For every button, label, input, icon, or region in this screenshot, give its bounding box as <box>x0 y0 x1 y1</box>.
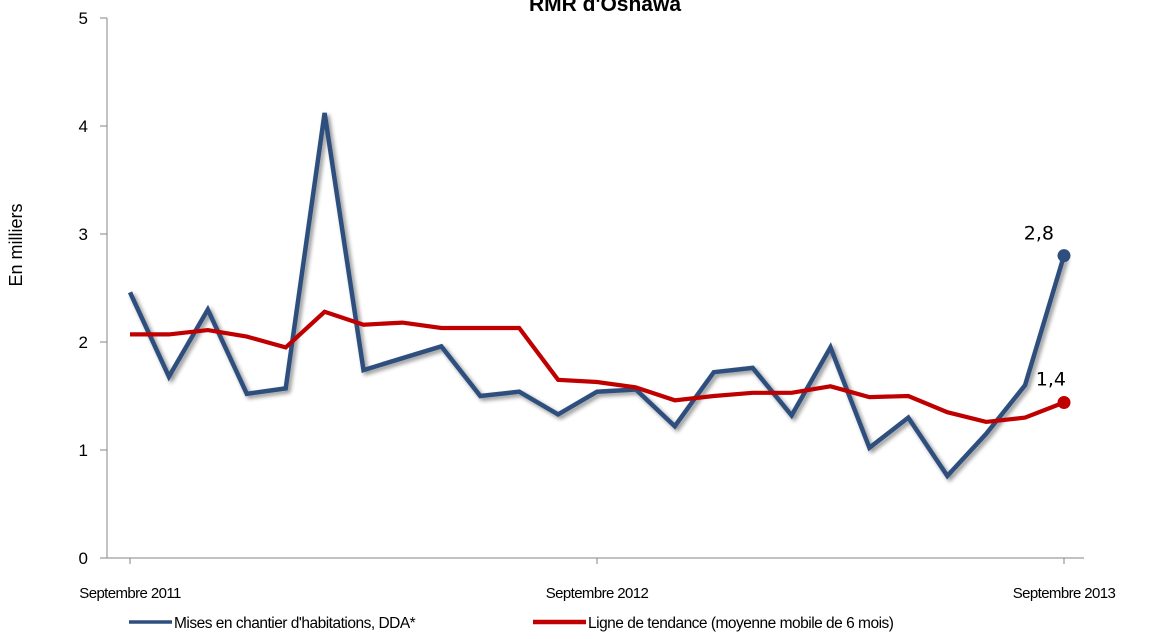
series-end-marker-1 <box>1057 249 1071 263</box>
x-tick-label: Septembre 2011 <box>79 585 181 602</box>
y-tick-label: 3 <box>79 225 88 244</box>
y-tick-label: 0 <box>79 549 88 568</box>
y-tick-label: 2 <box>79 333 88 352</box>
legend-label-2: Ligne de tendance (moyenne mobile de 6 m… <box>588 615 894 632</box>
y-axis-ticks: 0 1 2 3 4 5 <box>79 9 107 568</box>
x-axis-ticks: Septembre 2011 Septembre 2012 Septembre 20… <box>79 558 1116 602</box>
y-tick-label: 5 <box>79 9 88 28</box>
legend-label-1: Mises en chantier d'habitations, DDA* <box>174 615 416 632</box>
y-tick-label: 1 <box>79 441 88 460</box>
series-end-label-2: 1,4 <box>1036 368 1066 390</box>
y-tick-label: 4 <box>79 117 88 136</box>
series-layer: 2,8 1,4 <box>127 112 1071 480</box>
series-line-2 <box>130 309 1065 425</box>
series-end-label-1: 2,8 <box>1024 223 1054 245</box>
x-tick-label: Septembre 2013 <box>1013 585 1116 602</box>
chart-title: RMR d'Oshawa <box>529 0 681 16</box>
series-end-marker-2 <box>1057 395 1071 409</box>
legend: Mises en chantier d'habitations, DDA* Lig… <box>129 615 894 632</box>
y-axis-label: En milliers <box>6 203 26 286</box>
series-line-1 <box>127 112 1067 480</box>
x-tick-label: Septembre 2012 <box>546 585 649 602</box>
